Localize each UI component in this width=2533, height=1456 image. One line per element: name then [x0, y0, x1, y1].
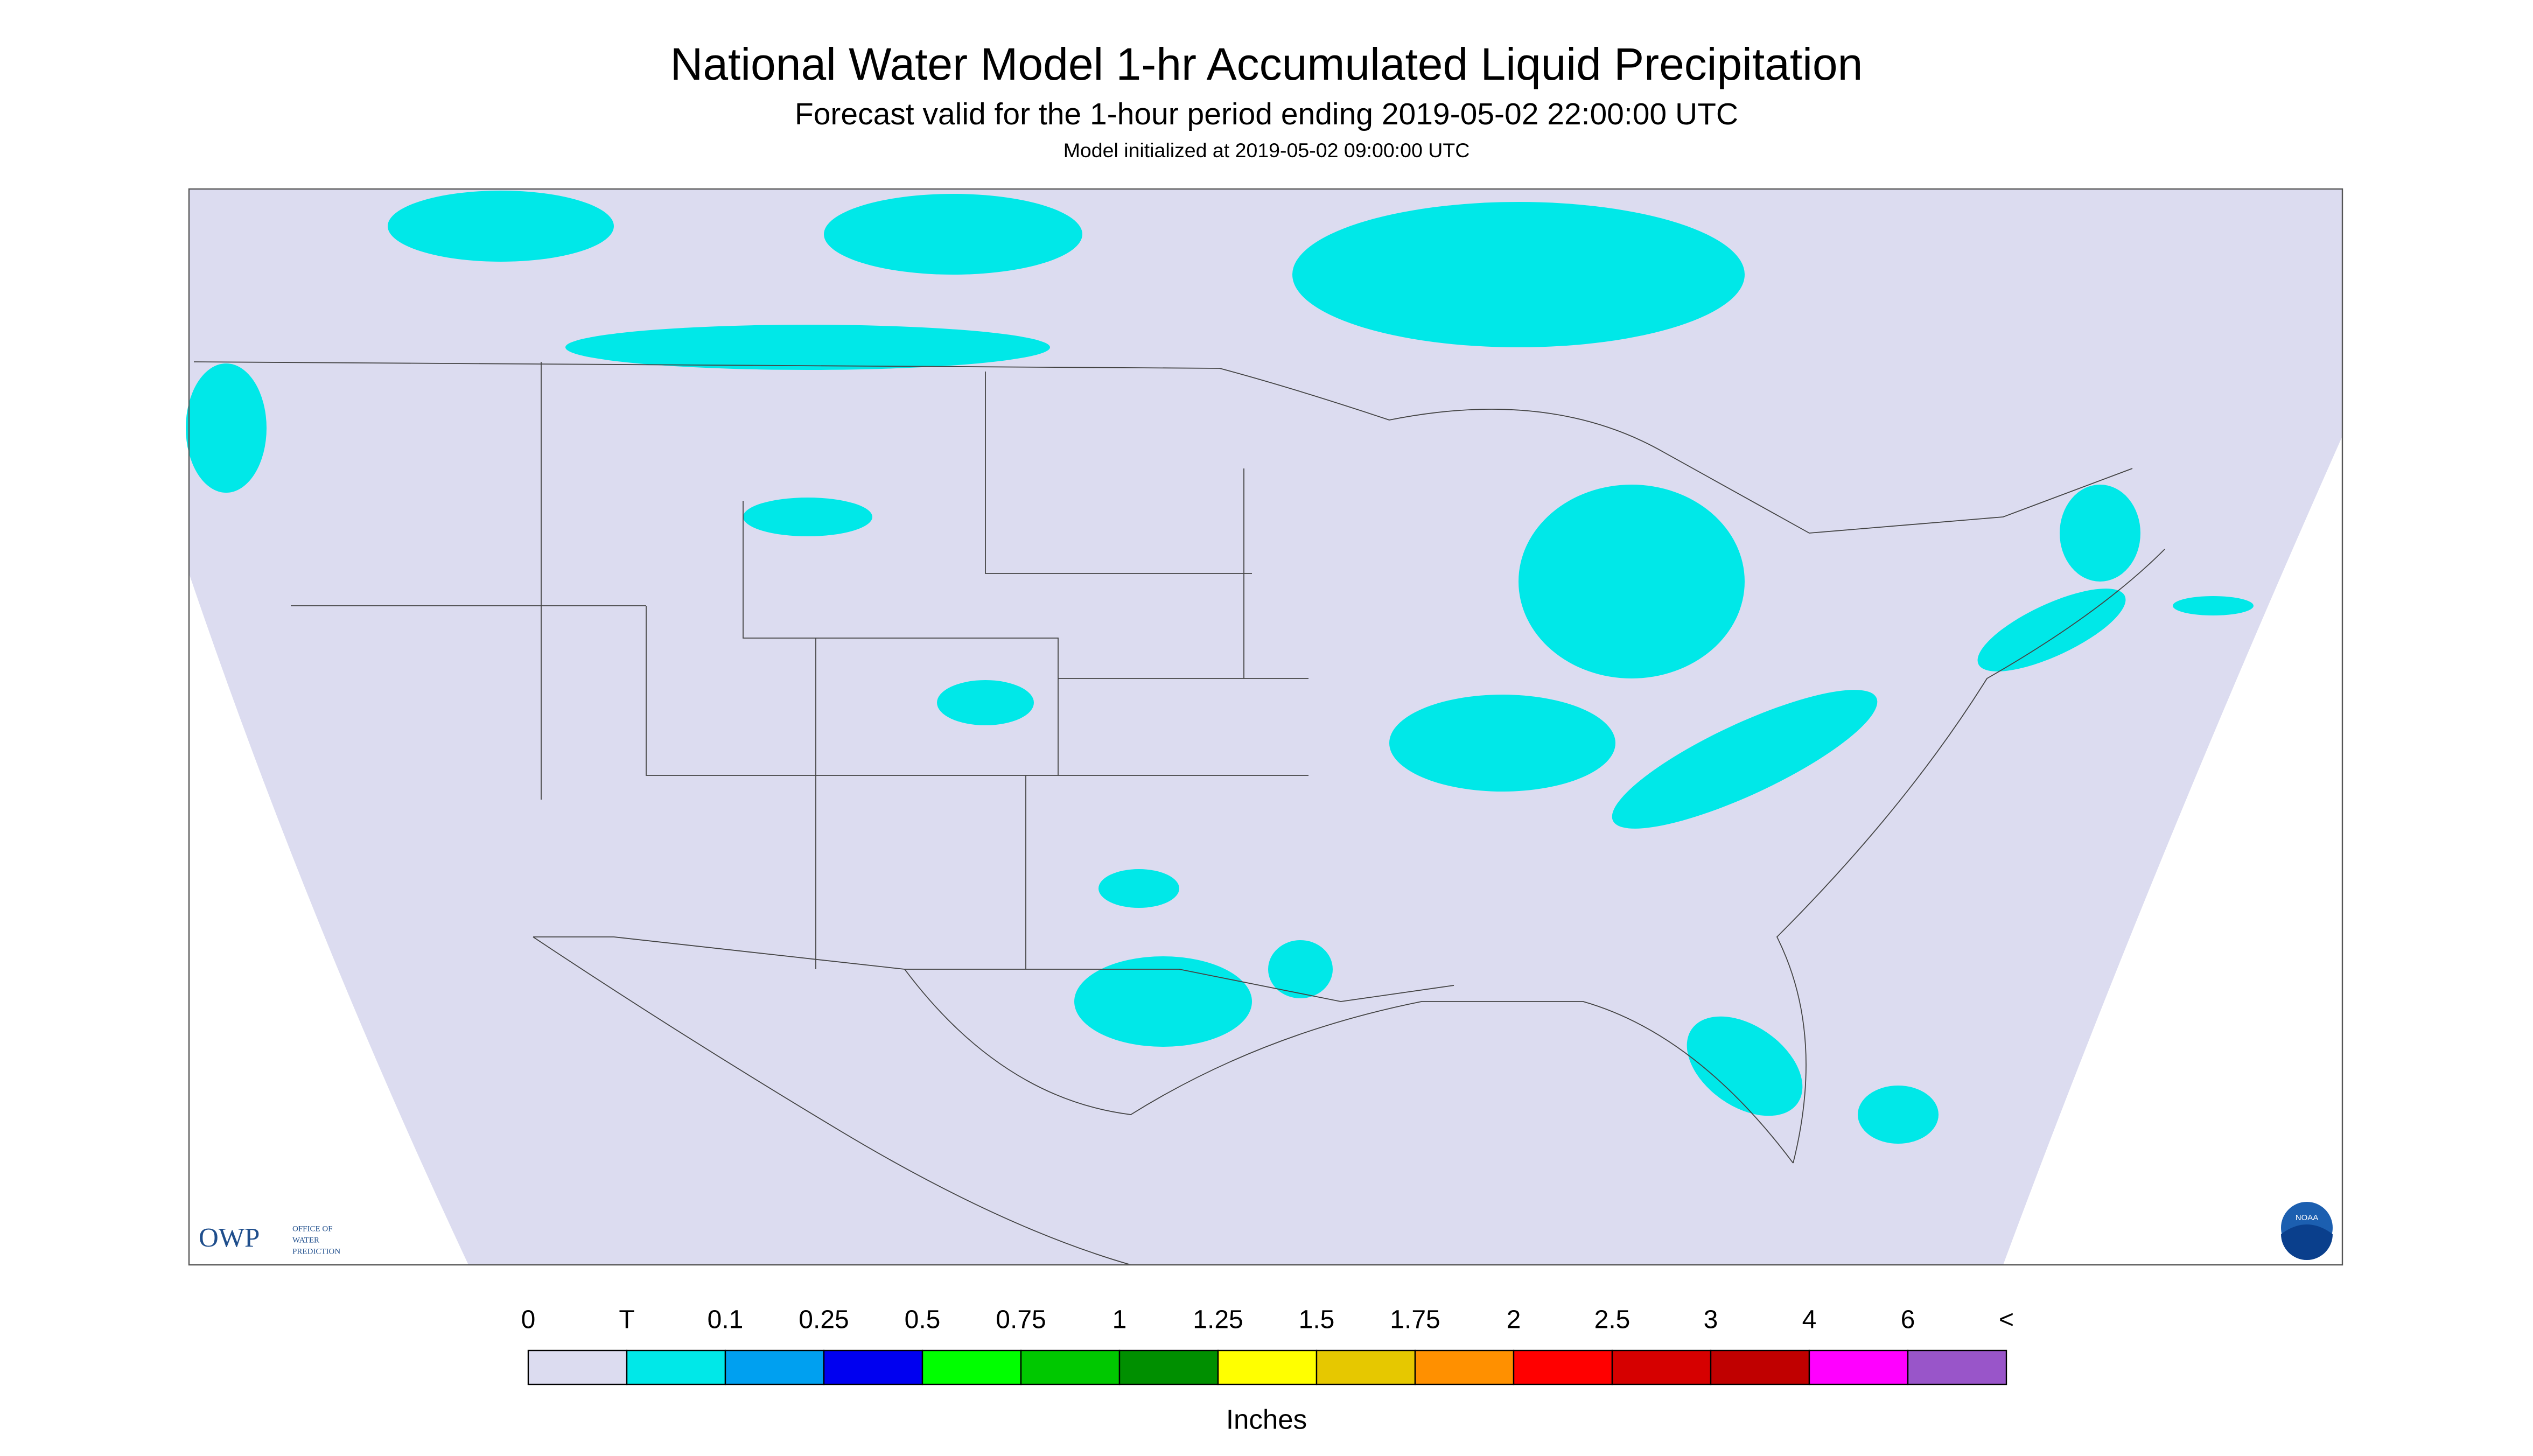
legend-label: 0.25: [799, 1306, 849, 1334]
legend-label: 1.25: [1193, 1306, 1243, 1334]
subtitle: Forecast valid for the 1-hour period end…: [795, 97, 1738, 131]
model-domain: [189, 189, 2342, 1265]
legend-swatch: [626, 1349, 726, 1385]
precip-area: [186, 363, 267, 493]
legend-swatch: [527, 1349, 628, 1385]
init-note: Model initialized at 2019-05-02 09:00:00…: [1063, 139, 1470, 162]
precip-area: [388, 191, 614, 262]
owp-logo-text: OFFICE OF: [292, 1224, 333, 1233]
coastline: [533, 549, 2165, 1265]
precip-area: [1977, 589, 2126, 671]
legend-label: 4: [1802, 1306, 1817, 1334]
legend-swatch: [1907, 1349, 2007, 1385]
precip-area: [1292, 202, 1745, 348]
title: National Water Model 1-hr Accumulated Li…: [670, 39, 1863, 89]
legend-swatch: [1414, 1349, 1515, 1385]
legend-swatch: [1513, 1349, 1613, 1385]
precip-areas: [186, 191, 2254, 1144]
legend-label: 0.5: [905, 1306, 941, 1334]
legend-swatch: [921, 1349, 1022, 1385]
state-border: [291, 362, 1454, 1002]
legend-label: 1.75: [1390, 1306, 1440, 1334]
owp-logo: OWP: [199, 1223, 260, 1254]
legend-unit: Inches: [1226, 1404, 1307, 1434]
precip-area: [1612, 690, 1878, 829]
legend-label: T: [619, 1306, 634, 1334]
legend-label: 0.1: [708, 1306, 744, 1334]
legend-label: 2: [1507, 1306, 1521, 1334]
legend-label: 3: [1704, 1306, 1718, 1334]
legend-swatch: [1316, 1349, 1416, 1385]
precip-area: [743, 498, 872, 537]
precip-area: [937, 680, 1034, 726]
precip-area: [2173, 596, 2254, 616]
precip-area: [1519, 485, 1745, 679]
legend-swatch: [724, 1349, 825, 1385]
legend-label: <: [1999, 1306, 2014, 1334]
legend-swatch: [1217, 1349, 1318, 1385]
country-border: [193, 361, 2133, 534]
precip-area: [1268, 940, 1333, 999]
legend-swatch: [1020, 1349, 1121, 1385]
legend-label: 6: [1901, 1306, 1915, 1334]
precip-area: [1389, 695, 1615, 792]
precip-area: [2060, 485, 2140, 582]
legend-label: 2.5: [1594, 1306, 1631, 1334]
legend-swatch: [1808, 1349, 1909, 1385]
owp-logo-text: PREDICTION: [292, 1247, 340, 1256]
legend-label: 0: [521, 1306, 536, 1334]
noaa-logo-text: NOAA: [2296, 1213, 2319, 1222]
borders: [193, 361, 2165, 1265]
legend-swatch: [1118, 1349, 1219, 1385]
precip-area: [824, 194, 1082, 275]
legend-label: 0.75: [996, 1306, 1046, 1334]
legend-label: 1.5: [1299, 1306, 1335, 1334]
legend-swatch: [823, 1349, 923, 1385]
precip-area: [1858, 1086, 1939, 1144]
map: OWP OFFICE OF WATER PREDICTION NOAA: [186, 188, 2343, 1266]
precip-area: [565, 325, 1050, 370]
precip-area: [1074, 956, 1252, 1047]
precip-area: [1687, 1016, 1803, 1116]
owp-logo-text: WATER: [292, 1236, 319, 1244]
legend-label: 1: [1112, 1306, 1127, 1334]
map-frame: [188, 188, 2343, 1266]
legend-swatch: [1710, 1349, 1810, 1385]
noaa-logo-wave: [2281, 1224, 2333, 1261]
legend: 0 T 0.1 0.25 0.5 0.75 1 1.25 1.5 1.75 2 2.5 3 4 6 <: [521, 1306, 2014, 1385]
precip-area: [1098, 869, 1179, 908]
legend-swatch: [1611, 1349, 1712, 1385]
